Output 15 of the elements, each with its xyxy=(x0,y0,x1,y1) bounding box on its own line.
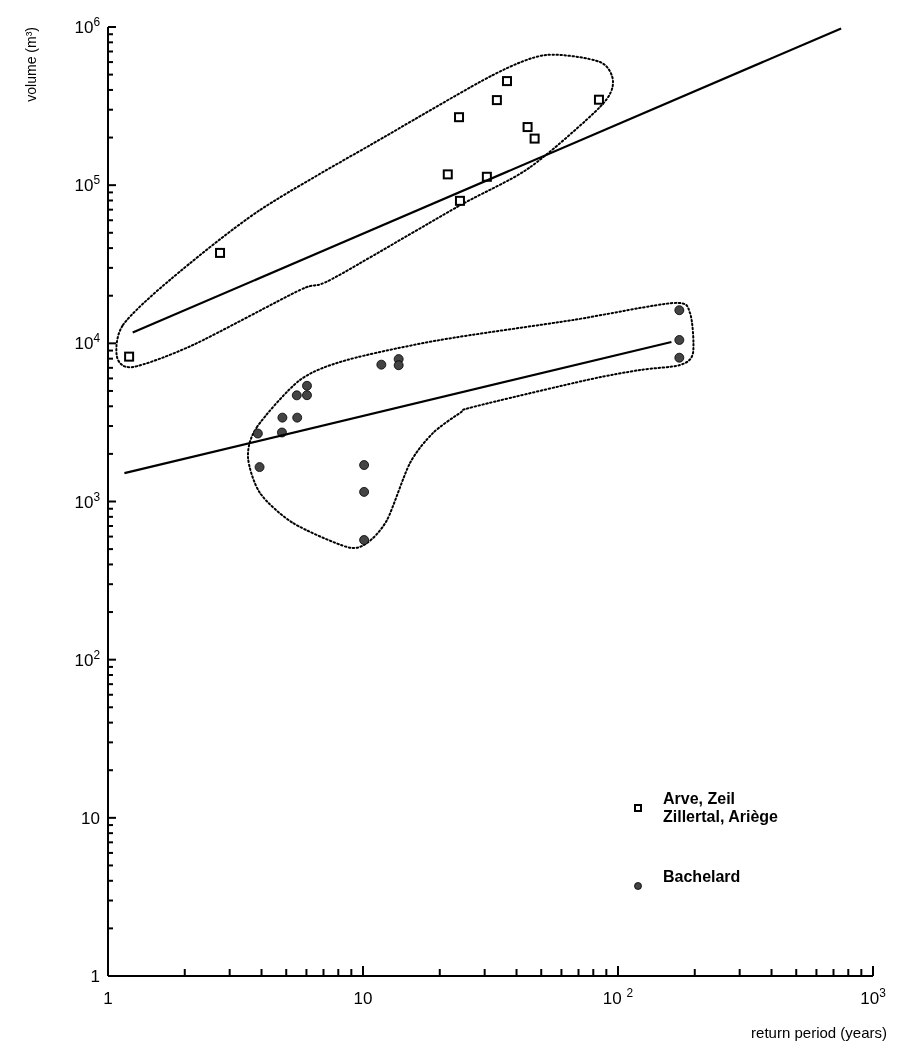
y-tick-label: 10 xyxy=(81,808,100,828)
y-axis-title: volume (m³) xyxy=(23,27,39,102)
legend-label: Bachelard xyxy=(663,868,741,885)
legend-label: Arve, Zeil Zillertal, Ariège xyxy=(663,790,779,825)
x-tick-label: 10$^{3}$ xyxy=(860,986,887,1008)
x-tick-label: 1 xyxy=(103,989,113,1008)
y-tick-label: 10$^{3}$ xyxy=(74,489,101,512)
x-tick-label: 10 xyxy=(353,989,373,1008)
x-tick-label: 10 $^{2}$ xyxy=(602,986,634,1008)
y-tick-label: 1 xyxy=(90,967,100,986)
y-tick-label: 10$^{5}$ xyxy=(74,173,101,196)
y-tick-label: 10$^{6}$ xyxy=(74,15,101,37)
y-tick-label: 10$^{4}$ xyxy=(74,331,101,354)
y-tick-label: 10$^{2}$ xyxy=(74,647,101,670)
x-axis-title: return period (years) xyxy=(751,1024,887,1041)
